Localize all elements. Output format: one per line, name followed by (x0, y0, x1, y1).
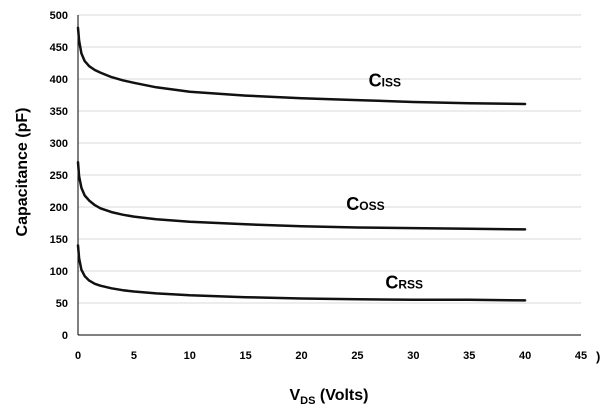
x-tick-label: 30 (407, 350, 419, 362)
y-tick-label: 500 (50, 10, 68, 22)
series-label-main: C (369, 71, 382, 91)
x-axis-title-sub: DS (300, 395, 315, 407)
x-tick-label: 10 (184, 350, 196, 362)
series-line-crss (76, 244, 527, 302)
gridlines (78, 14, 581, 304)
series-label-main: C (346, 194, 359, 214)
series-label-ciss: CISS (369, 71, 401, 91)
x-tick-label: 20 (295, 350, 307, 362)
x-tick-label: 5 (131, 350, 137, 362)
x-axis-title: VDS (Volts) (290, 387, 369, 407)
stray-paren-text: ) (596, 349, 600, 364)
y-tick-label: 50 (56, 298, 68, 310)
series-line-coss (76, 160, 527, 231)
x-tick-label: 35 (463, 350, 475, 362)
y-tick-label: 400 (50, 74, 68, 86)
series-label-coss: COSS (346, 194, 384, 214)
series-label-crss: CRSS (385, 272, 423, 292)
y-axis-title: Capacitance (pF) (14, 108, 31, 237)
series-label-sub: ISS (382, 76, 401, 90)
y-tick-label: 300 (50, 138, 68, 150)
y-tick-labels: 0 50 100 150 200 250 300 350 400 450 500 (50, 10, 68, 342)
x-axis-title-rest: (Volts) (315, 387, 368, 404)
x-axis-title-main: V (290, 387, 301, 404)
series-label-sub: OSS (359, 199, 384, 213)
y-tick-label: 350 (50, 106, 68, 118)
x-tick-label: 40 (519, 350, 531, 362)
y-tick-label: 450 (50, 42, 68, 54)
y-tick-label: 150 (50, 234, 68, 246)
series-label-sub: RSS (398, 277, 423, 291)
x-tick-label: 25 (351, 350, 363, 362)
series-label-main: C (385, 272, 398, 292)
x-tick-label: 0 (75, 350, 81, 362)
x-tick-labels: 0 5 10 15 20 25 30 35 40 45 (75, 350, 587, 362)
y-tick-label: 200 (50, 202, 68, 214)
x-tick-label: 15 (240, 350, 252, 362)
series-lines (76, 26, 527, 302)
y-tick-label: 250 (50, 170, 68, 182)
series-line-ciss (76, 26, 527, 106)
y-tick-label: 0 (62, 330, 68, 342)
y-tick-label: 100 (50, 266, 68, 278)
x-tick-label: 45 (575, 350, 587, 362)
